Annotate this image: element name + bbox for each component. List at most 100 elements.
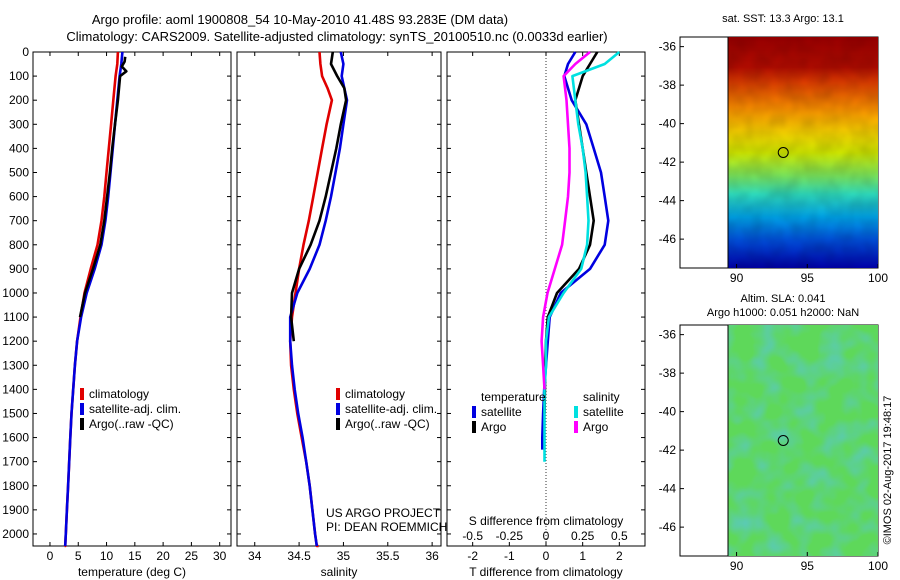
temp-xtick-label: 15 bbox=[128, 549, 142, 563]
depth-tick-label: 300 bbox=[9, 117, 29, 131]
temp-legend-label: satellite-adj. clim. bbox=[89, 402, 181, 416]
sla-map: Altim. SLA: 0.041 Argo h1000: 0.051 h200… bbox=[659, 293, 889, 573]
diff-legend-swatch bbox=[472, 421, 476, 433]
depth-tick-label: 100 bbox=[9, 69, 29, 83]
depth-tick-label: 0 bbox=[22, 45, 29, 59]
sal-xtick-label: 36 bbox=[425, 549, 439, 563]
temp-xtick-label: 20 bbox=[156, 549, 170, 563]
diff-legend-label: Argo bbox=[583, 420, 609, 434]
footer-credit: ©IMOS 02-Aug-2017 19:48:17 bbox=[882, 396, 894, 545]
diff-xtick2-label: 0.25 bbox=[571, 529, 595, 543]
argo-position-marker bbox=[777, 147, 789, 158]
diff-legend-label: Argo bbox=[481, 420, 507, 434]
sst-axes: 90 95 100 -36 -38 -40 -42 -44 -46 bbox=[659, 40, 889, 285]
diff-xtick-label: 0 bbox=[543, 549, 550, 563]
temp-xtick-label: 25 bbox=[185, 549, 199, 563]
temp-xlabel: temperature (deg C) bbox=[78, 565, 186, 579]
sal-series-line bbox=[289, 51, 348, 342]
diff-xtick2-label: 0.5 bbox=[611, 529, 628, 543]
sst-map: sat. SST: 13.3 Argo: 13.1 90 95 100 -36 -38 -… bbox=[659, 13, 889, 285]
depth-tick-label: 700 bbox=[9, 214, 29, 228]
depth-tick-label: 1600 bbox=[2, 431, 29, 445]
temp-legend-label: Argo(..raw -QC) bbox=[89, 417, 174, 431]
salinity-panel: 34 34.5 35 35.5 36 salinity climatologysatelli… bbox=[236, 51, 447, 579]
diff-xtick-label: -1 bbox=[504, 549, 515, 563]
project-annotation: PI: DEAN ROEMMICH bbox=[326, 520, 447, 534]
depth-tick-label: 200 bbox=[9, 93, 29, 107]
diff-xtick-label: -2 bbox=[467, 549, 478, 563]
sst-texture bbox=[728, 37, 878, 268]
map-ytick-label: -42 bbox=[659, 443, 677, 457]
depth-tick-label: 2000 bbox=[2, 527, 29, 541]
project-annotation: US ARGO PROJECT bbox=[326, 506, 441, 520]
argo-position-marker bbox=[777, 435, 789, 446]
title-line1: Argo profile: aoml 1900808_54 10-May-201… bbox=[92, 12, 508, 27]
sal-legend-swatch bbox=[336, 403, 340, 415]
temp-legend-swatch bbox=[80, 418, 84, 430]
temp-xtick-label: 0 bbox=[47, 549, 54, 563]
sal-legend-label: Argo(..raw -QC) bbox=[345, 417, 430, 431]
map-ytick-label: -36 bbox=[659, 328, 677, 342]
diff-series-line bbox=[540, 50, 591, 390]
diff-legend-title-salinity: salinity bbox=[583, 390, 620, 404]
temp-series-line bbox=[78, 56, 128, 318]
diff-legend-swatch bbox=[472, 406, 476, 418]
sal-xtick-label: 34 bbox=[248, 549, 262, 563]
map-ytick-label: -38 bbox=[659, 366, 677, 380]
sla-title-line2: Argo h1000: 0.051 h2000: NaN bbox=[707, 307, 859, 319]
sla-texture bbox=[728, 325, 878, 556]
depth-tick-label: 1200 bbox=[2, 334, 29, 348]
map-ytick-label: -44 bbox=[659, 482, 677, 496]
diff-xtick-label: 1 bbox=[579, 549, 586, 563]
map-ytick-label: -46 bbox=[659, 520, 677, 534]
depth-tick-label: 1700 bbox=[2, 455, 29, 469]
map-xtick-label: 95 bbox=[801, 271, 815, 285]
map-xtick-label: 95 bbox=[801, 559, 815, 573]
depth-tick-label: 1100 bbox=[3, 310, 29, 324]
sla-title-line1: Altim. SLA: 0.041 bbox=[741, 293, 826, 305]
depth-tick-label: 1000 bbox=[2, 286, 29, 300]
temp-axes-frame bbox=[32, 51, 232, 547]
map-xtick-label: 100 bbox=[868, 271, 888, 285]
sal-legend-swatch bbox=[336, 418, 340, 430]
map-ytick-label: -36 bbox=[659, 40, 677, 54]
temp-legend-swatch bbox=[80, 403, 84, 415]
difference-panel: -2 -1 0 1 2 T difference from climatology temp… bbox=[446, 50, 646, 579]
depth-tick-label: 1800 bbox=[2, 479, 29, 493]
depth-tick-label: 600 bbox=[9, 190, 29, 204]
sal-legend-swatch bbox=[336, 388, 340, 400]
sal-xtick-label: 35 bbox=[337, 549, 351, 563]
sal-legend-label: satellite-adj. clim. bbox=[345, 402, 437, 416]
depth-tick-label: 500 bbox=[9, 165, 29, 179]
depth-tick-label: 900 bbox=[9, 262, 29, 276]
depth-tick-label: 800 bbox=[9, 238, 29, 252]
temp-xtick-label: 5 bbox=[75, 549, 82, 563]
depth-tick-label: 1500 bbox=[2, 406, 29, 420]
temp-xtick-label: 10 bbox=[100, 549, 114, 563]
depth-tick-label: 1900 bbox=[2, 503, 29, 517]
diff-legend-title-temperature: temperature bbox=[481, 390, 546, 404]
sst-map-title: sat. SST: 13.3 Argo: 13.1 bbox=[722, 13, 844, 25]
temperature-panel: 0 5 10 15 20 25 300100200300400500600700800900… bbox=[2, 45, 232, 579]
map-xtick-label: 100 bbox=[868, 559, 888, 573]
map-xtick-label: 90 bbox=[730, 559, 744, 573]
temp-legend-label: climatology bbox=[89, 387, 149, 401]
map-xtick-label: 90 bbox=[730, 271, 744, 285]
depth-tick-label: 1400 bbox=[2, 382, 29, 396]
diff-xlabel2: S difference from climatology bbox=[469, 514, 624, 528]
map-ytick-label: -44 bbox=[659, 194, 677, 208]
sal-axes-frame bbox=[236, 51, 442, 547]
temp-xtick-label: 30 bbox=[213, 549, 227, 563]
diff-xtick2-label: -0.25 bbox=[496, 529, 524, 543]
diff-xtick-label: 2 bbox=[616, 549, 623, 563]
map-ytick-label: -40 bbox=[659, 117, 677, 131]
map-ytick-label: -46 bbox=[659, 232, 677, 246]
sla-axes: 90 95 100 -36 -38 -40 -42 -44 -46 bbox=[659, 328, 889, 573]
diff-legend-label: satellite bbox=[583, 405, 624, 419]
map-ytick-label: -40 bbox=[659, 405, 677, 419]
diff-legend-label: satellite bbox=[481, 405, 522, 419]
sal-xtick-label: 35.5 bbox=[376, 549, 400, 563]
depth-tick-label: 400 bbox=[9, 141, 29, 155]
depth-tick-label: 1300 bbox=[2, 358, 29, 372]
